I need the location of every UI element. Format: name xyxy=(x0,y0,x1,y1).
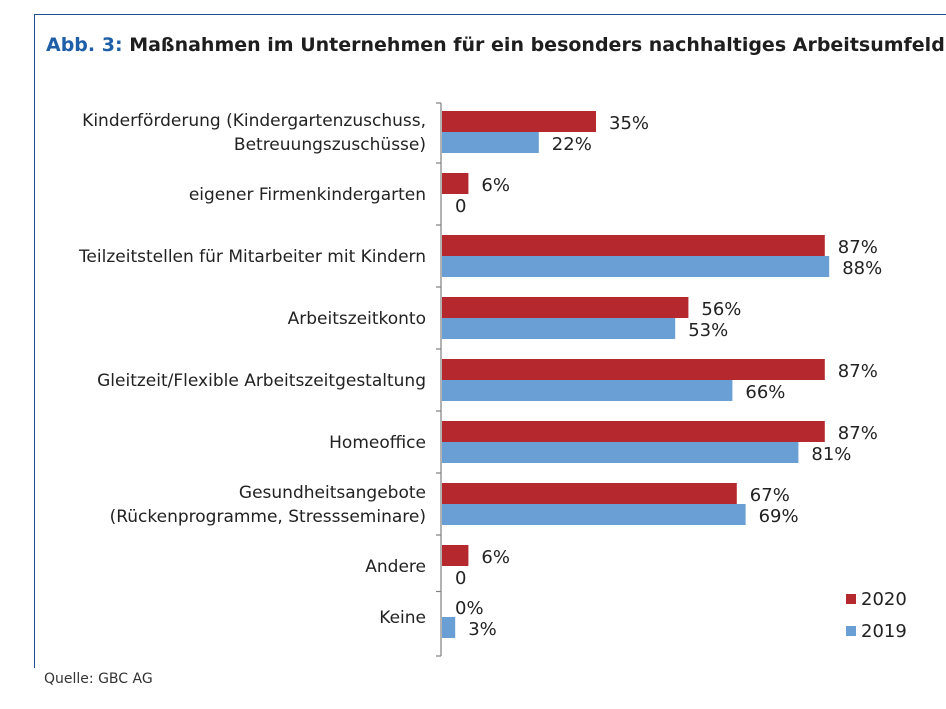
value-label-2019-7: 0 xyxy=(455,568,466,589)
category-label-3: Arbeitszeitkonto xyxy=(288,309,426,329)
figure-label: Abb. 3: xyxy=(46,34,123,56)
category-label-5: Homeoffice xyxy=(329,433,426,453)
bar-2020-7 xyxy=(442,545,469,566)
category-label-8: Keine xyxy=(379,608,426,628)
value-label-2019-2: 88% xyxy=(842,258,882,279)
value-label-2020-4: 87% xyxy=(838,361,878,382)
value-label-2020-8: 0% xyxy=(455,598,484,619)
value-label-2019-5: 81% xyxy=(811,444,851,465)
category-label-2: Teilzeitstellen für Mitarbeiter mit Kind… xyxy=(78,247,426,267)
bar-2020-2 xyxy=(442,235,825,256)
bar-2020-5 xyxy=(442,421,825,442)
legend-swatch-2019 xyxy=(846,626,856,636)
category-label-6-line-0: Gesundheitsangebote xyxy=(239,483,426,503)
bar-2020-0 xyxy=(442,111,596,132)
bar-2019-0 xyxy=(442,132,539,153)
bar-2019-6 xyxy=(442,504,746,525)
value-label-2020-6: 67% xyxy=(750,485,790,506)
frame-top-border xyxy=(34,14,946,15)
bar-2019-4 xyxy=(442,380,733,401)
value-label-2020-7: 6% xyxy=(481,547,510,568)
bar-2020-6 xyxy=(442,483,737,504)
legend-label-2019: 2019 xyxy=(861,621,907,642)
legend-swatch-2020 xyxy=(846,594,856,604)
value-label-2019-3: 53% xyxy=(688,320,728,341)
bar-2019-8 xyxy=(442,617,456,638)
value-label-2019-0: 22% xyxy=(552,134,592,155)
bar-2019-3 xyxy=(442,318,676,339)
value-label-2020-0: 35% xyxy=(609,113,649,134)
category-label-1: eigener Firmenkindergarten xyxy=(189,185,426,205)
bar-2020-4 xyxy=(442,359,825,380)
category-label-0-line-1: Betreuungszuschüsse) xyxy=(234,135,426,155)
bar-2020-3 xyxy=(442,297,689,318)
value-label-2019-4: 66% xyxy=(745,382,785,403)
source-note: Quelle: GBC AG xyxy=(44,671,153,687)
category-label-7: Andere xyxy=(365,557,426,577)
value-label-2020-2: 87% xyxy=(838,237,878,258)
bar-2020-1 xyxy=(442,173,469,194)
value-label-2020-3: 56% xyxy=(701,299,741,320)
category-label-0-line-0: Kinderförderung (Kindergartenzuschuss, xyxy=(82,111,426,131)
value-label-2019-1: 0 xyxy=(455,196,466,217)
bar-2019-2 xyxy=(442,256,830,277)
legend-label-2020: 2020 xyxy=(861,589,907,610)
category-label-6-line-1: (Rückenprogramme, Stressseminare) xyxy=(110,507,426,527)
frame-left-border xyxy=(34,14,35,668)
value-label-2019-8: 3% xyxy=(468,619,497,640)
value-label-2019-6: 69% xyxy=(759,506,799,527)
bar-2019-5 xyxy=(442,442,799,463)
title-text: Maßnahmen im Unternehmen für ein besonde… xyxy=(129,34,945,56)
category-label-4: Gleitzeit/Flexible Arbeitszeitgestaltung xyxy=(97,371,426,391)
chart-title: Abb. 3: Maßnahmen im Unternehmen für ein… xyxy=(46,34,945,56)
value-label-2020-1: 6% xyxy=(481,175,510,196)
value-label-2020-5: 87% xyxy=(838,423,878,444)
